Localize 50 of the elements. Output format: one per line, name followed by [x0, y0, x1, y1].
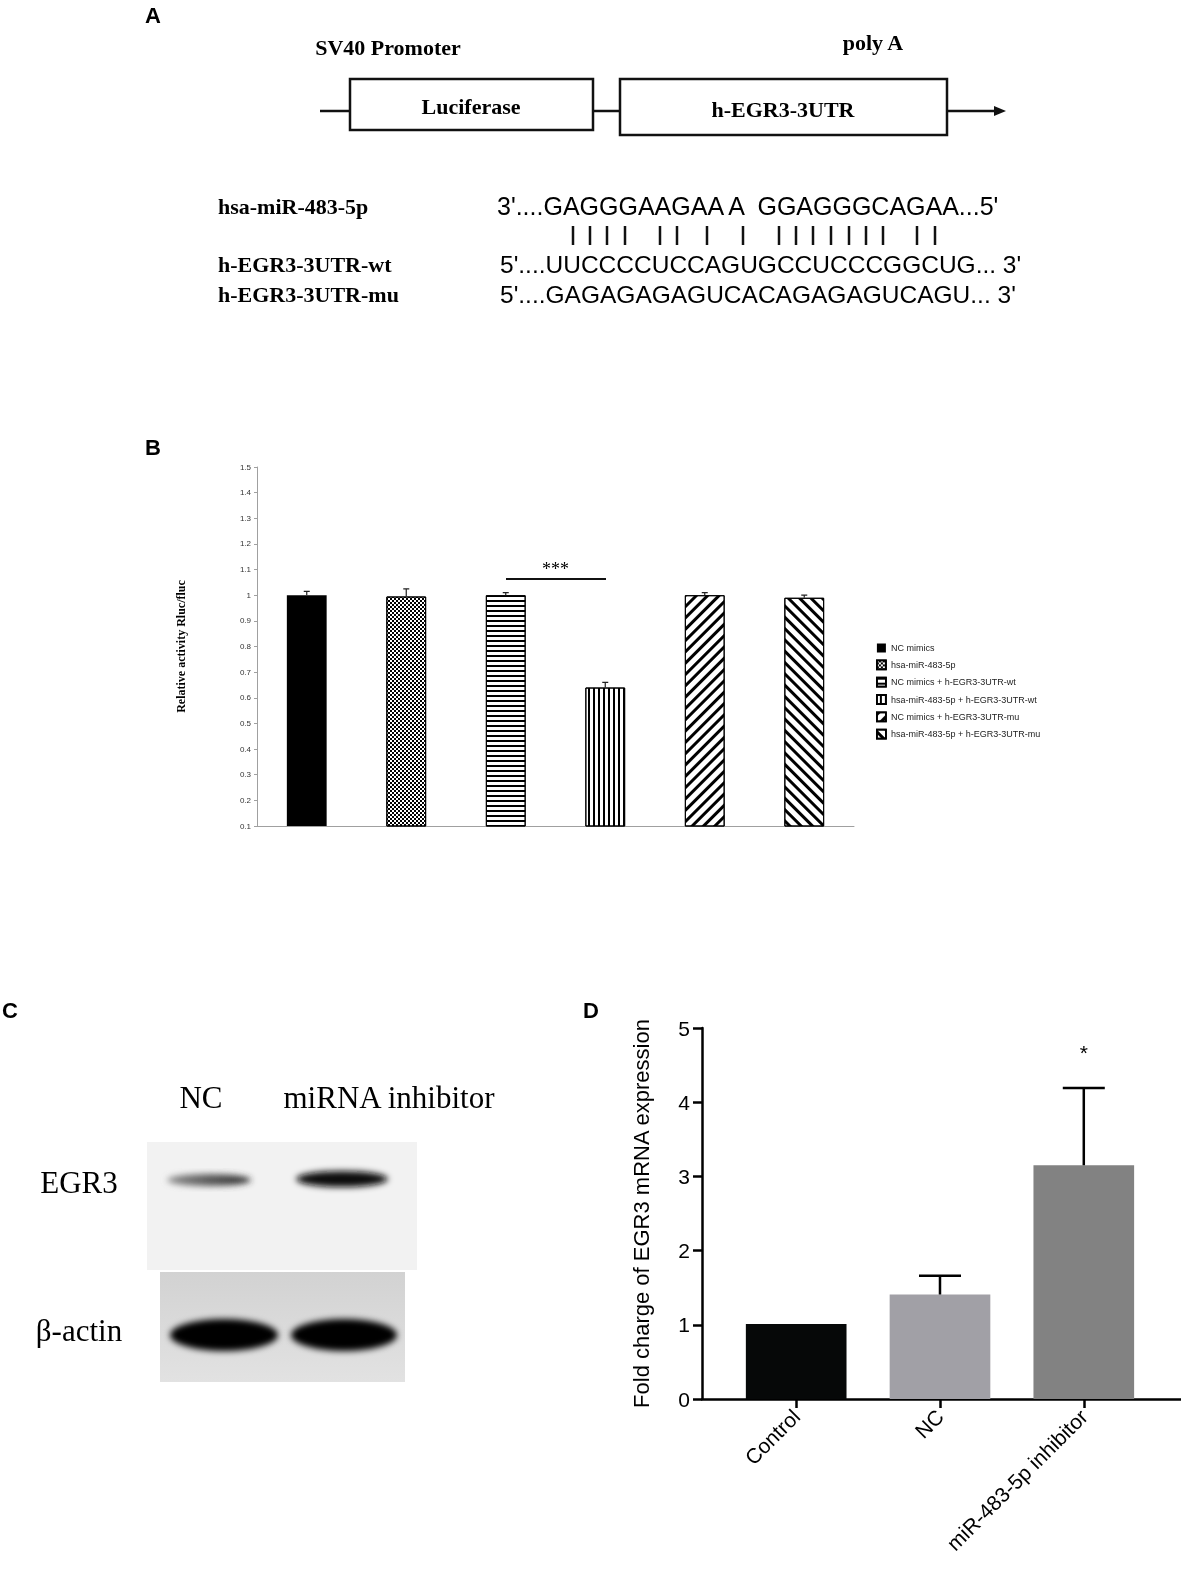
chart-title: B [145, 434, 161, 460]
y-tick-label: 1 [678, 1313, 690, 1337]
text: 3'....GAGGGAAGAA A GGAGGGCAGAA...5' [497, 192, 999, 220]
y-tick-label: 4 [678, 1090, 691, 1114]
y-tick-label: 0.3 [239, 770, 252, 780]
text: SV40 Promoter [315, 34, 462, 60]
y-tick-label: 1.2 [239, 539, 252, 549]
legend-label: hsa-miR-483-5p + h-EGR3-3UTR-wt [890, 694, 1038, 705]
y-tick-label: 1 [246, 590, 252, 600]
y-tick-label: 3 [678, 1164, 690, 1188]
y-tick-label: 0.6 [239, 693, 252, 703]
y-axis-title: Fold charge of EGR3 mRNA expression [628, 1019, 654, 1408]
text: miRNA inhibitor [283, 1079, 496, 1115]
text: C [2, 997, 18, 1023]
legend-label: NC mimics [890, 643, 935, 653]
annotation: * [1079, 1040, 1088, 1064]
y-tick-label: 1.5 [239, 462, 252, 472]
y-tick-label: 5 [678, 1016, 690, 1040]
text: 5'....UUCCCCUCCAGUGCCUCCCGGCUG... 3' [500, 250, 1022, 278]
text: h-EGR3-3UTR-mu [218, 281, 399, 307]
y-tick-label: 0.4 [239, 744, 252, 754]
text: h-EGR3-3UTR-wt [218, 251, 393, 277]
y-tick-label: 0.9 [239, 616, 252, 626]
y-tick-label: 1.4 [239, 488, 252, 498]
text: 5'....GAGAGAGAGUCACAGAGAGUCAGU... 3' [500, 280, 1016, 308]
annotation: *** [542, 558, 569, 579]
y-tick-label: 0.1 [239, 821, 252, 831]
text: NC [179, 1079, 223, 1115]
y-tick-label: 0 [678, 1387, 690, 1411]
y-tick-label: 1.3 [239, 513, 252, 523]
y-tick-label: 2 [678, 1239, 690, 1263]
x-tick-label: NC [910, 1404, 949, 1443]
legend-label: NC mimics + h-EGR3-3UTR-mu [890, 711, 1020, 722]
text: Luciferase [421, 93, 521, 119]
text: EGR3 [40, 1164, 118, 1200]
chart-title: D [583, 997, 599, 1023]
y-tick-label: 0.2 [239, 795, 252, 805]
legend-label: NC mimics + h-EGR3-3UTR-wt [890, 677, 1017, 688]
text: β-actin [35, 1312, 123, 1348]
y-tick-label: 0.7 [239, 667, 252, 677]
legend-label: hsa-miR-483-5p + h-EGR3-3UTR-mu [890, 729, 1041, 740]
text: h-EGR3-3UTR [711, 96, 856, 122]
text: hsa-miR-483-5p [218, 193, 369, 219]
y-tick-label: 1.1 [239, 565, 252, 575]
y-tick-label: 0.5 [239, 718, 252, 728]
text: A [145, 2, 161, 28]
y-tick-label: 0.8 [239, 642, 252, 651]
text: poly A [842, 29, 904, 55]
legend-label: hsa-miR-483-5p [890, 659, 956, 670]
y-axis-title: Relative activity Rluc/fluc [174, 579, 188, 713]
